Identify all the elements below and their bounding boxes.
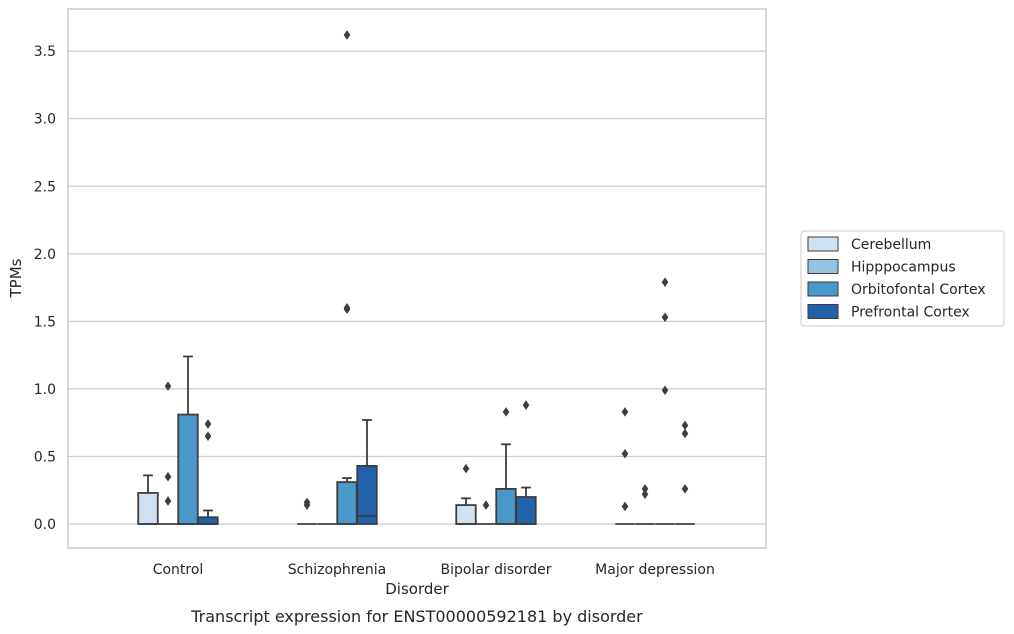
outlier-point [681, 484, 689, 494]
x-axis-label: Disorder [385, 580, 449, 598]
y-tick-label: 0.0 [34, 517, 56, 533]
outlier-point [204, 431, 212, 441]
legend-frame [800, 230, 1005, 327]
y-tick-label: 2.5 [34, 179, 56, 195]
plot-area-frame [67, 8, 767, 549]
y-tick-label: 3.5 [34, 44, 56, 60]
y-tick-label: 2.0 [34, 247, 56, 263]
x-axis-ticks: Control Schizophrenia Bipolar disorder Majo… [153, 562, 715, 578]
box-cerebellum-3 [615, 407, 635, 525]
outlier-point [204, 419, 212, 429]
box-body [455, 504, 477, 525]
legend-swatch [807, 304, 839, 319]
box-orbitofontal-cortex-3 [655, 277, 675, 525]
box-cerebellum-1 [297, 497, 317, 525]
box-body [177, 413, 199, 525]
legend-swatch [807, 281, 839, 297]
outlier-point [641, 489, 649, 500]
box-cerebellum-0 [137, 474, 159, 525]
outlier-point [661, 385, 669, 396]
box-body [495, 487, 517, 525]
grid-lines [68, 50, 766, 525]
outlier-point [522, 400, 530, 410]
outlier-point [164, 496, 172, 506]
outlier-point [621, 407, 629, 417]
y-tick-label: 1.0 [34, 382, 56, 398]
outlier-point [343, 303, 351, 313]
legend-swatch [807, 259, 839, 274]
outlier-point [681, 428, 689, 439]
x-tick-label: Control [153, 562, 204, 578]
legend-label: Orbitofontal Cortex [851, 282, 986, 298]
box-hipppocampus-2 [476, 500, 496, 525]
outlier-point [661, 312, 669, 323]
legend-label: Hipppocampus [851, 260, 956, 276]
box-body [137, 492, 159, 525]
box-prefrontal-cortex-1 [356, 419, 378, 525]
outlier-point [621, 501, 629, 512]
box-prefrontal-cortex-3 [675, 420, 695, 525]
outlier-point [343, 30, 351, 40]
y-tick-label: 1.5 [34, 314, 56, 330]
box-body [336, 481, 358, 525]
y-axis-label: TPMs [7, 258, 25, 298]
outlier-point [164, 471, 172, 482]
box-hipppocampus-0 [158, 381, 178, 525]
y-tick-label: 0.5 [34, 449, 56, 465]
legend: Cerebellum Hipppocampus Orbitofontal Corte… [800, 230, 1005, 327]
y-tick-label: 3.0 [34, 112, 56, 128]
box-prefrontal-cortex-2 [515, 400, 537, 525]
outlier-point [482, 500, 490, 510]
x-tick-label: Bipolar disorder [440, 562, 551, 578]
x-tick-label: Major depression [595, 562, 715, 578]
box-prefrontal-cortex-0 [197, 419, 219, 525]
outlier-point [681, 420, 689, 431]
box-body [197, 516, 219, 525]
box-orbitofontal-cortex-2 [495, 407, 517, 525]
outlier-point [502, 407, 510, 417]
outlier-point [661, 277, 669, 287]
outlier-point [621, 448, 629, 459]
box-orbitofontal-cortex-0 [177, 355, 199, 525]
chart-caption: Transcript expression for ENST0000059218… [190, 607, 643, 626]
outlier-point [641, 484, 649, 494]
y-axis-ticks: 0.0 0.5 1.0 1.5 2.0 2.5 3.0 3.5 [34, 44, 56, 533]
x-tick-label: Schizophrenia [288, 562, 386, 578]
outlier-point [462, 463, 470, 474]
box-cerebellum-2 [455, 463, 477, 525]
legend-label: Cerebellum [851, 237, 931, 253]
outlier-point [164, 381, 172, 391]
box-plot-series [137, 30, 695, 525]
legend-label: Prefrontal Cortex [851, 305, 970, 321]
box-body [515, 496, 537, 525]
box-orbitofontal-cortex-1 [336, 30, 358, 525]
box-body [356, 465, 378, 525]
outlier-point [303, 497, 311, 508]
box-hipppocampus-3 [635, 484, 655, 525]
legend-swatch [807, 236, 839, 252]
